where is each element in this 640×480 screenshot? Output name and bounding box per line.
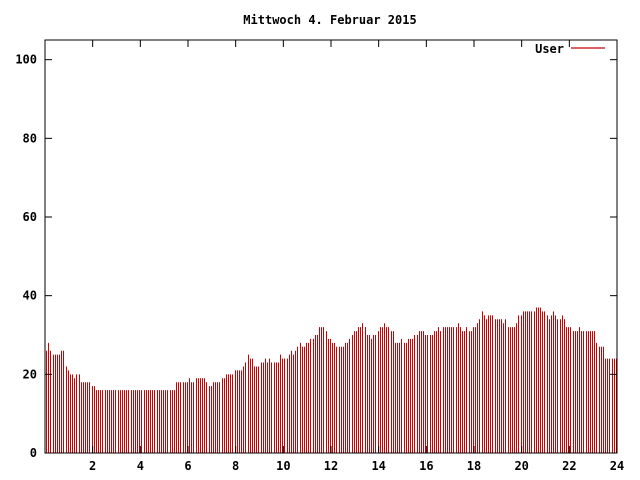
y-tick-label: 100 [15,53,37,67]
legend-label: User [535,42,564,56]
y-tick-label: 0 [30,446,37,460]
y-tick-label: 40 [23,289,37,303]
y-tick-label: 80 [23,131,37,145]
x-tick-label: 18 [467,459,481,473]
y-tick-label: 60 [23,210,37,224]
y-tick-label: 20 [23,367,37,381]
x-tick-label: 20 [514,459,528,473]
legend: User [535,42,605,56]
x-tick-label: 10 [276,459,290,473]
x-tick-label: 6 [184,459,191,473]
x-tick-label: 4 [137,459,144,473]
bars-group [46,307,617,453]
x-tick-label: 22 [562,459,576,473]
x-tick-label: 16 [419,459,433,473]
x-tick-label: 14 [371,459,385,473]
x-tick-label: 12 [324,459,338,473]
x-tick-label: 8 [232,459,239,473]
x-tick-label: 2 [89,459,96,473]
chart-title: Mittwoch 4. Februar 2015 [243,13,416,27]
x-tick-label: 24 [610,459,624,473]
